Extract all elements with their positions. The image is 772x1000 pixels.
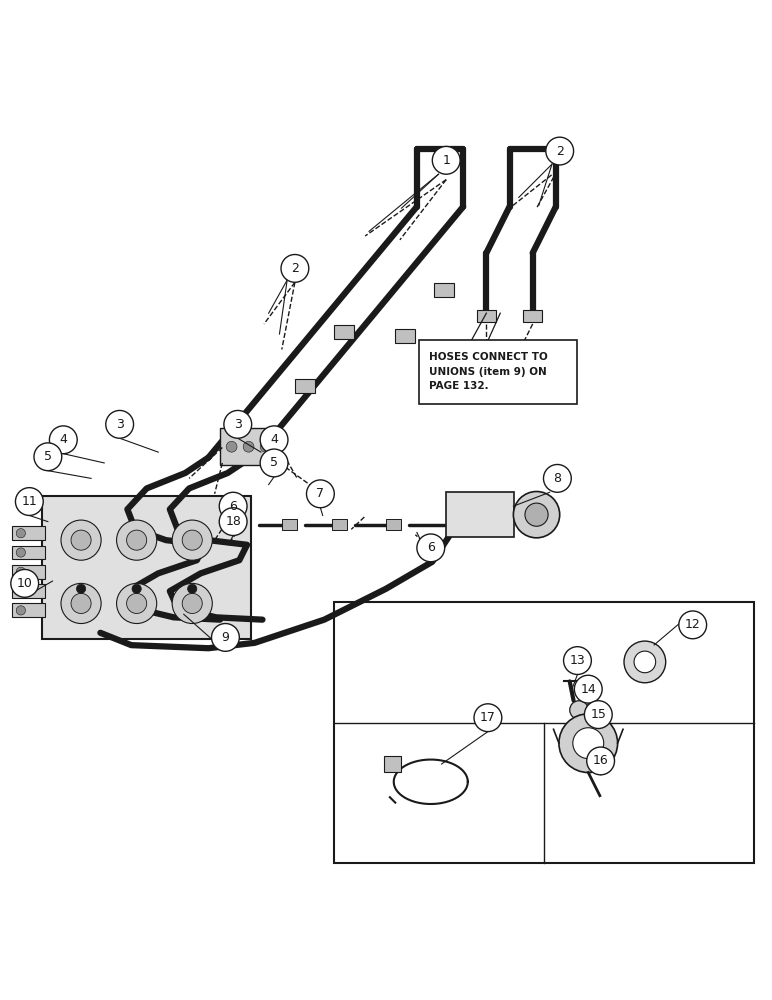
Circle shape xyxy=(543,464,571,492)
Text: 1: 1 xyxy=(442,154,450,167)
Circle shape xyxy=(260,426,288,454)
Text: 4: 4 xyxy=(270,433,278,446)
Circle shape xyxy=(260,449,288,477)
Text: 14: 14 xyxy=(581,683,596,696)
Text: 2: 2 xyxy=(556,145,564,158)
Text: 2: 2 xyxy=(291,262,299,275)
Circle shape xyxy=(117,520,157,560)
Circle shape xyxy=(127,530,147,550)
Circle shape xyxy=(513,492,560,538)
Circle shape xyxy=(417,534,445,562)
Circle shape xyxy=(16,548,25,557)
Circle shape xyxy=(574,675,602,703)
Circle shape xyxy=(16,567,25,576)
Bar xyxy=(295,379,315,393)
Circle shape xyxy=(584,701,612,729)
Text: 10: 10 xyxy=(17,577,32,590)
Text: 11: 11 xyxy=(22,495,37,508)
Text: 15: 15 xyxy=(591,708,606,721)
Bar xyxy=(334,602,754,863)
Circle shape xyxy=(219,508,247,536)
Circle shape xyxy=(306,480,334,508)
Circle shape xyxy=(212,624,239,651)
Bar xyxy=(477,310,496,322)
Text: 5: 5 xyxy=(44,450,52,463)
FancyBboxPatch shape xyxy=(220,428,280,465)
Circle shape xyxy=(15,488,43,515)
Circle shape xyxy=(587,747,615,775)
Text: 13: 13 xyxy=(570,654,585,667)
Circle shape xyxy=(16,529,25,538)
Text: 3: 3 xyxy=(234,418,242,431)
FancyBboxPatch shape xyxy=(419,340,577,403)
Text: HOSES CONNECT TO
UNIONS (item 9) ON
PAGE 132.: HOSES CONNECT TO UNIONS (item 9) ON PAGE… xyxy=(429,352,548,391)
Bar xyxy=(395,329,415,343)
Circle shape xyxy=(71,593,91,613)
Circle shape xyxy=(34,443,62,471)
Circle shape xyxy=(11,569,39,597)
Circle shape xyxy=(570,701,588,719)
Circle shape xyxy=(172,583,212,624)
Bar xyxy=(12,546,45,559)
FancyBboxPatch shape xyxy=(42,496,251,639)
Bar xyxy=(282,519,297,530)
Circle shape xyxy=(16,606,25,615)
Circle shape xyxy=(106,410,134,438)
Circle shape xyxy=(624,641,665,683)
Text: 9: 9 xyxy=(222,631,229,644)
Circle shape xyxy=(127,593,147,613)
Text: 6: 6 xyxy=(427,541,435,554)
Text: 18: 18 xyxy=(225,515,241,528)
Circle shape xyxy=(76,584,86,593)
Circle shape xyxy=(16,586,25,596)
Circle shape xyxy=(224,410,252,438)
Bar xyxy=(523,310,542,322)
Circle shape xyxy=(219,492,247,520)
Text: 7: 7 xyxy=(317,487,324,500)
Circle shape xyxy=(117,583,157,624)
Text: 5: 5 xyxy=(270,456,278,469)
Circle shape xyxy=(634,651,655,673)
Text: 6: 6 xyxy=(229,500,237,513)
Circle shape xyxy=(226,441,237,452)
Text: 16: 16 xyxy=(593,754,608,767)
Text: 8: 8 xyxy=(554,472,561,485)
Circle shape xyxy=(132,584,141,593)
Circle shape xyxy=(172,520,212,560)
Circle shape xyxy=(546,137,574,165)
Circle shape xyxy=(573,728,604,759)
Circle shape xyxy=(61,583,101,624)
Bar xyxy=(384,756,401,772)
Circle shape xyxy=(559,714,618,773)
Circle shape xyxy=(260,441,271,452)
Circle shape xyxy=(182,530,202,550)
Circle shape xyxy=(182,593,202,613)
Circle shape xyxy=(432,146,460,174)
Text: 12: 12 xyxy=(685,618,701,631)
Bar xyxy=(386,519,401,530)
Circle shape xyxy=(188,584,197,593)
Bar xyxy=(12,584,45,598)
Text: 17: 17 xyxy=(480,711,496,724)
Circle shape xyxy=(71,530,91,550)
Bar xyxy=(434,283,454,297)
FancyBboxPatch shape xyxy=(446,492,514,537)
Circle shape xyxy=(61,520,101,560)
Bar xyxy=(332,519,347,530)
Circle shape xyxy=(243,441,254,452)
Circle shape xyxy=(564,647,591,674)
Bar xyxy=(12,603,45,617)
Text: 3: 3 xyxy=(116,418,124,431)
Circle shape xyxy=(49,426,77,454)
Circle shape xyxy=(525,503,548,526)
Bar xyxy=(12,565,45,579)
Circle shape xyxy=(679,611,706,639)
Bar xyxy=(334,325,354,339)
Text: 4: 4 xyxy=(59,433,67,446)
Circle shape xyxy=(281,255,309,282)
Bar xyxy=(12,526,45,540)
Circle shape xyxy=(474,704,502,732)
